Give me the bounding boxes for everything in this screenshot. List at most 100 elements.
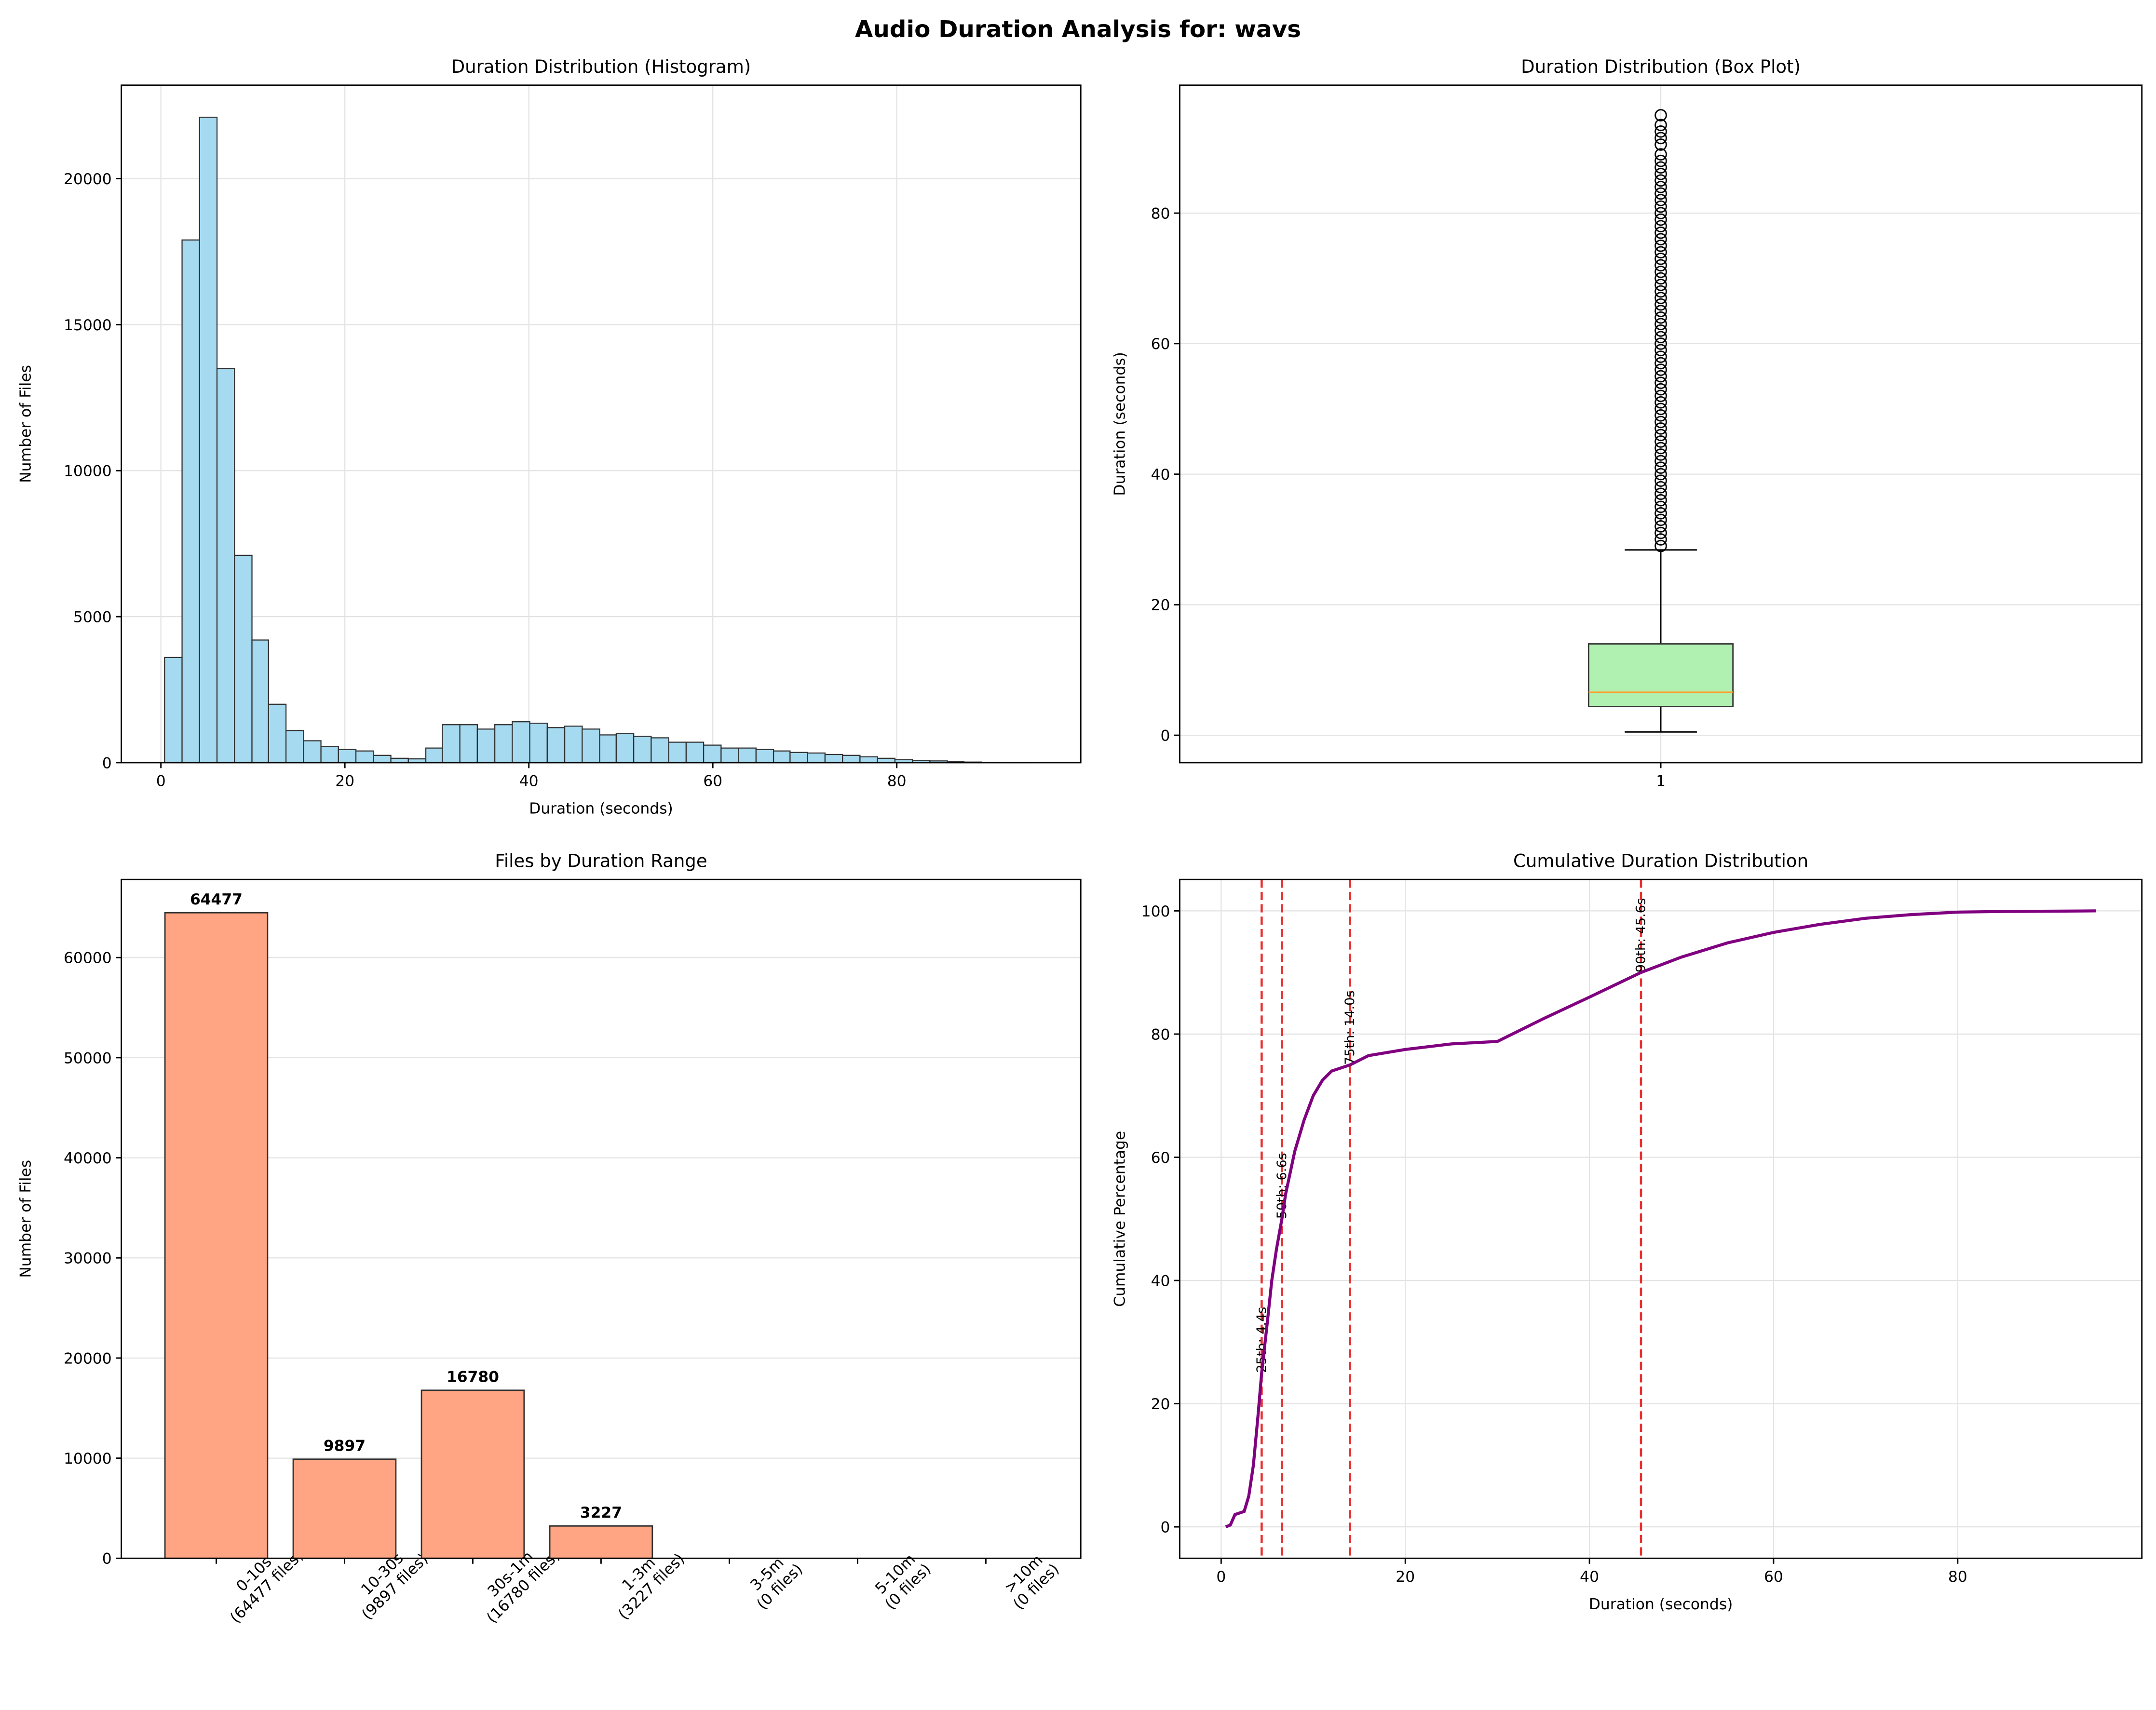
histogram-bar xyxy=(495,725,512,763)
axes-frame xyxy=(1180,879,2142,1558)
x-tick-label: 60 xyxy=(703,772,722,790)
histogram-bar xyxy=(739,748,756,763)
x-tick-label: 80 xyxy=(1948,1568,1967,1586)
bar xyxy=(421,1390,524,1558)
x-tick-label: 0 xyxy=(156,772,166,790)
x-tick-label: 20 xyxy=(335,772,354,790)
y-tick-label: 20000 xyxy=(64,171,112,188)
y-tick-label: 80 xyxy=(1151,1026,1170,1043)
histogram-bar xyxy=(547,727,565,763)
histogram-bar xyxy=(842,755,860,763)
figure-title: Audio Duration Analysis for: wavs xyxy=(855,16,1301,43)
histogram-bar xyxy=(773,751,790,763)
histogram-bar xyxy=(286,730,303,763)
y-tick-label: 20000 xyxy=(64,1350,112,1367)
y-tick-label: 40000 xyxy=(64,1150,112,1167)
x-tick-label: 80 xyxy=(887,772,907,790)
x-tick-label: 1 xyxy=(1656,772,1666,790)
histogram-bar xyxy=(200,117,217,763)
histogram-bar xyxy=(217,368,234,763)
histogram-bar xyxy=(565,726,582,763)
bar xyxy=(293,1459,396,1559)
histogram-bar xyxy=(321,747,339,763)
histogram-bar xyxy=(356,751,373,763)
value-label: 3227 xyxy=(580,1504,622,1521)
x-tick-label: 40 xyxy=(519,772,539,790)
bar xyxy=(165,913,268,1558)
percentile-label: 75th: 14.0s xyxy=(1342,991,1357,1065)
panel-title: Cumulative Duration Distribution xyxy=(1513,851,1808,872)
histogram-bar xyxy=(808,753,825,763)
y-tick-label: 0 xyxy=(1161,1519,1170,1536)
histogram-bar xyxy=(269,704,286,763)
box xyxy=(1588,644,1733,707)
histogram-bar xyxy=(339,750,356,763)
y-tick-label: 40 xyxy=(1151,466,1170,484)
y-axis-label: Duration (seconds) xyxy=(1111,352,1128,496)
bar xyxy=(550,1526,652,1558)
x-tick-label: 5-10m(0 files) xyxy=(869,1548,934,1613)
y-tick-label: 10000 xyxy=(64,463,112,480)
y-tick-label: 0 xyxy=(102,754,112,772)
histogram-bar xyxy=(442,725,460,763)
y-tick-label: 0 xyxy=(1161,727,1170,744)
histogram-bar xyxy=(512,722,529,763)
y-tick-label: 30000 xyxy=(64,1250,112,1267)
x-tick-label: 3-5m(0 files) xyxy=(741,1548,806,1613)
y-tick-label: 10000 xyxy=(64,1450,112,1468)
y-tick-label: 60 xyxy=(1151,336,1170,353)
x-tick-label: 0 xyxy=(1216,1568,1226,1586)
x-axis-label: Duration (seconds) xyxy=(529,800,673,817)
panel-title: Duration Distribution (Histogram) xyxy=(451,56,751,77)
histogram-bar xyxy=(756,750,773,763)
percentile-label: 90th: 45.6s xyxy=(1634,898,1649,972)
panel-title: Duration Distribution (Box Plot) xyxy=(1521,56,1801,77)
histogram-bar xyxy=(686,742,704,763)
histogram-bar xyxy=(164,658,182,763)
histogram-bar xyxy=(582,729,599,763)
histogram-bar xyxy=(182,240,200,763)
histogram-bar xyxy=(704,745,721,763)
x-axis-label: Duration (seconds) xyxy=(1589,1596,1733,1613)
y-tick-label: 0 xyxy=(102,1550,112,1568)
histogram-bar xyxy=(790,753,807,763)
histogram-bar xyxy=(616,733,634,763)
histogram-bar xyxy=(373,755,391,763)
y-tick-label: 5000 xyxy=(73,609,112,626)
x-tick-label: >10m(0 files) xyxy=(997,1548,1062,1613)
x-tick-label: 20 xyxy=(1396,1568,1415,1586)
y-tick-label: 20 xyxy=(1151,1396,1170,1413)
value-label: 9897 xyxy=(324,1438,366,1455)
histogram-bar xyxy=(634,736,651,763)
y-tick-label: 50000 xyxy=(64,1050,112,1067)
histogram-bar xyxy=(860,757,877,763)
histogram-bar xyxy=(234,555,252,763)
histogram-bar xyxy=(669,742,686,763)
y-axis-label: Cumulative Percentage xyxy=(1111,1131,1128,1307)
histogram-bar xyxy=(651,738,668,762)
value-label: 16780 xyxy=(447,1369,499,1386)
histogram-bar xyxy=(600,735,616,763)
panel-title: Files by Duration Range xyxy=(495,851,707,872)
histogram-bar xyxy=(825,754,842,763)
y-tick-label: 15000 xyxy=(64,317,112,334)
y-tick-label: 60000 xyxy=(64,950,112,967)
y-tick-label: 40 xyxy=(1151,1272,1170,1290)
y-tick-label: 20 xyxy=(1151,597,1170,614)
y-axis-label: Number of Files xyxy=(17,365,35,483)
x-tick-label: 40 xyxy=(1580,1568,1599,1586)
y-tick-label: 60 xyxy=(1151,1149,1170,1167)
histogram-bar xyxy=(460,725,477,763)
histogram-bar xyxy=(426,748,442,763)
x-tick-label: 60 xyxy=(1764,1568,1783,1586)
value-label: 64477 xyxy=(190,891,243,908)
histogram-bar xyxy=(303,741,321,763)
y-tick-label: 80 xyxy=(1151,205,1170,222)
histogram-bar xyxy=(530,723,547,763)
histogram-bar xyxy=(252,640,269,763)
histogram-bar xyxy=(721,748,738,763)
y-tick-label: 100 xyxy=(1141,903,1170,920)
histogram-bar xyxy=(477,729,495,763)
